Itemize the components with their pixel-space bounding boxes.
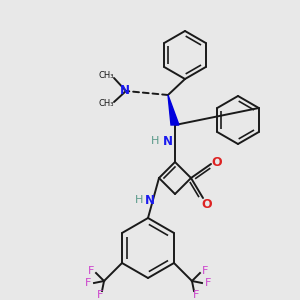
Text: F: F	[97, 290, 103, 300]
Text: F: F	[205, 278, 211, 288]
Text: N: N	[145, 194, 154, 206]
Text: CH₃: CH₃	[98, 71, 114, 80]
Text: F: F	[193, 290, 199, 300]
Text: H: H	[151, 136, 159, 146]
Text: F: F	[88, 266, 94, 276]
Text: CH₃: CH₃	[98, 100, 114, 109]
Text: F: F	[85, 278, 91, 288]
Text: O: O	[212, 155, 222, 169]
Text: O: O	[202, 197, 212, 211]
Text: F: F	[202, 266, 208, 276]
Text: N: N	[120, 85, 130, 98]
Text: N: N	[163, 135, 173, 148]
Text: H: H	[135, 195, 144, 205]
Polygon shape	[168, 95, 179, 125]
